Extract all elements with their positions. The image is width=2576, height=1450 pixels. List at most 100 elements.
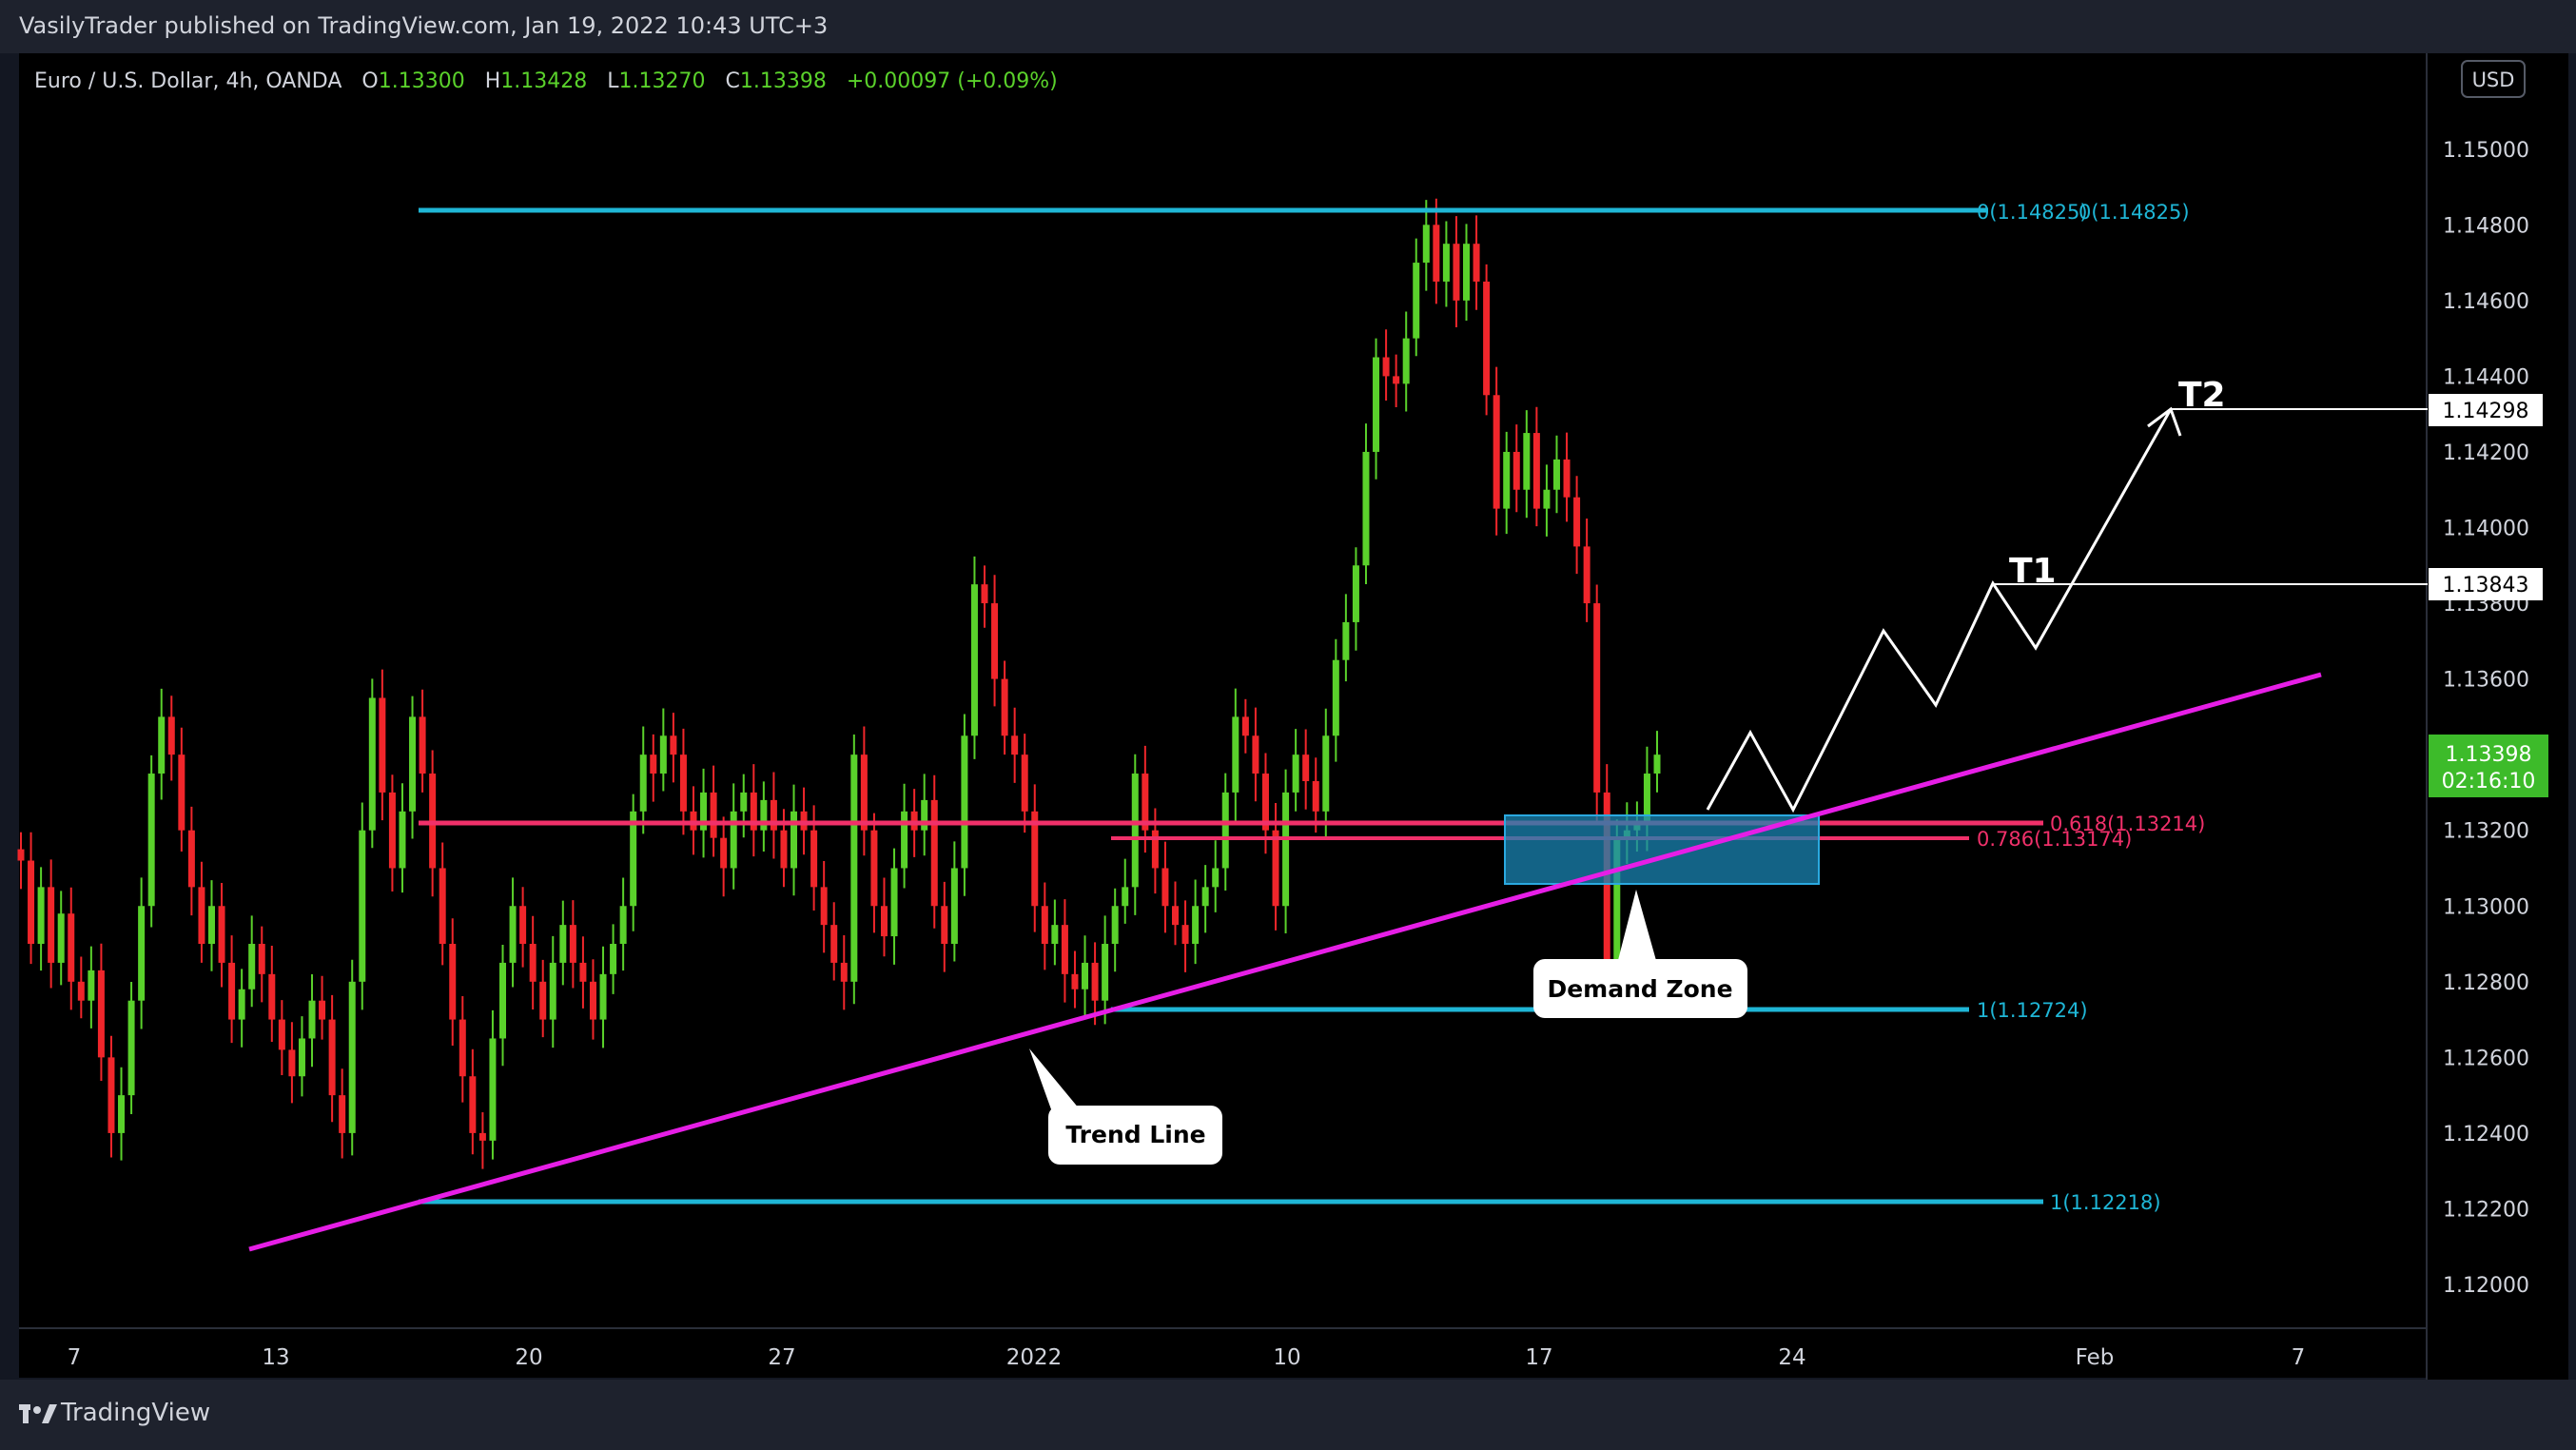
candle-down [478, 1132, 486, 1141]
demand-zone-callout-pointer [1617, 890, 1657, 964]
candle-down [178, 754, 185, 831]
candle-up [1212, 868, 1220, 888]
trend-line[interactable] [248, 672, 2322, 1252]
candle-down [1532, 433, 1540, 509]
target-t1-label: T1 [2009, 552, 2057, 591]
candle-down [107, 1057, 115, 1133]
candle-up [348, 981, 356, 1133]
time-axis-ticks: 7 13 20 27 2022 10 17 24 Feb 7 [68, 1345, 2306, 1370]
candle-down [439, 868, 446, 945]
candle-down [780, 830, 788, 869]
x-tick-label: 7 [2292, 1345, 2306, 1370]
candle-down [770, 799, 777, 831]
candle-down [1241, 716, 1249, 736]
trend-line-callout[interactable] [1048, 1106, 1222, 1165]
candle-up [1413, 263, 1420, 339]
candle-down [820, 887, 828, 926]
candle-up [359, 830, 366, 982]
candle-down [1171, 906, 1179, 926]
candle-up [639, 754, 647, 812]
y-tick-label: 1.12200 [2443, 1198, 2529, 1222]
candle-down [870, 830, 878, 907]
candle-down [589, 981, 596, 1020]
candle-up [127, 1000, 135, 1096]
candle-down [459, 1019, 466, 1077]
current-price-badge [2429, 735, 2548, 797]
currency-button[interactable] [2461, 60, 2526, 98]
projection-path[interactable] [1706, 408, 2173, 813]
y-tick-label: 1.13600 [2443, 669, 2529, 693]
price-tag-t2 [2429, 394, 2543, 426]
candle-down [48, 887, 55, 963]
candle-up [138, 906, 146, 1001]
symbol-label: Euro / U.S. Dollar, 4h, OANDA [34, 69, 342, 93]
candle-down [1142, 774, 1149, 831]
demand-zone-callout[interactable] [1533, 959, 1747, 1018]
candle-up [1192, 906, 1200, 945]
price-chart[interactable]: 0(1.14825) 0(1.14825) 0.618(1.13214) 0.7… [0, 53, 2576, 1380]
candle-down [187, 830, 195, 888]
candle-down [1252, 735, 1259, 774]
candle-up [1442, 244, 1450, 282]
low-value: 1.13270 [619, 69, 706, 93]
candle-down [167, 716, 175, 755]
trend-line-callout-pointer [1029, 1048, 1080, 1109]
candle-down [1001, 678, 1008, 736]
candle-down [1603, 792, 1610, 982]
candles [17, 198, 1661, 1169]
candle-down [830, 925, 838, 963]
candle-up [158, 716, 166, 774]
fib-level-0786-label: 0.786(1.13174) [1977, 828, 2132, 851]
candle-down [258, 944, 265, 974]
currency-label: USD [2472, 69, 2515, 91]
y-tick-label: 1.15000 [2443, 139, 2529, 163]
candle-up [1352, 565, 1359, 622]
candle-down [77, 981, 85, 1001]
current-price-text: 1.13398 [2446, 743, 2532, 767]
candle-up [1201, 887, 1209, 907]
candle-up [1111, 906, 1119, 945]
candle-down [860, 754, 868, 831]
candle-down [1473, 244, 1480, 282]
candle-down [339, 1095, 346, 1133]
y-tick-label: 1.14200 [2443, 441, 2529, 465]
candle-up [970, 584, 978, 736]
time-axis-panel [19, 1328, 2426, 1378]
trend-line-callout-text: Trend Line [1065, 1121, 1205, 1148]
y-tick-label: 1.14000 [2443, 518, 2529, 541]
fib-level-1-upper-label: 1(1.12724) [1977, 999, 2088, 1022]
candle-down [1512, 451, 1520, 490]
candle-down [750, 792, 757, 831]
candle-up [1373, 357, 1380, 452]
candle-up [890, 868, 898, 937]
candle-down [1573, 497, 1581, 547]
candle-down [1433, 225, 1440, 282]
footer-bar: TradingView [0, 1380, 2576, 1450]
candle-up [37, 887, 45, 945]
candle-down [880, 906, 888, 937]
x-tick-label: 20 [515, 1345, 542, 1370]
candle-up [901, 811, 908, 869]
candle-down [1061, 925, 1068, 974]
candle-up [559, 925, 567, 963]
candle-down [1312, 780, 1319, 812]
x-tick-label: 24 [1778, 1345, 1805, 1370]
candle-up [1332, 659, 1339, 736]
candle-up [950, 868, 958, 945]
candle-down [419, 716, 426, 774]
candle-down [1011, 735, 1019, 755]
candle-up [1523, 433, 1531, 490]
candle-up [1463, 244, 1471, 301]
candle-up [630, 811, 637, 907]
candle-down [991, 603, 999, 679]
candle-down [650, 754, 657, 774]
y-tick-label: 1.12800 [2443, 971, 2529, 995]
candle-down [218, 906, 225, 963]
candle-down [810, 830, 818, 888]
candle-down [941, 906, 948, 945]
candle-up [1402, 338, 1410, 384]
candle-down [97, 970, 105, 1058]
candle-down [1302, 754, 1310, 781]
candle-up [610, 944, 617, 974]
candle-down [720, 837, 728, 869]
